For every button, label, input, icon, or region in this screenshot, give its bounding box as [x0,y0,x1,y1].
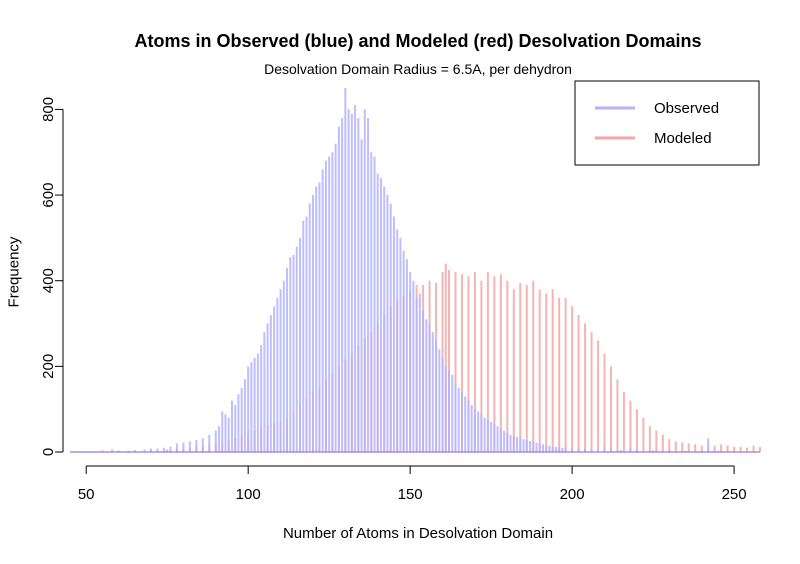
y-tick-label: 0 [40,448,57,456]
y-tick-label: 600 [40,183,57,208]
legend-label: Modeled [654,130,712,147]
modeled-series [101,263,761,452]
x-axis-label: Number of Atoms in Desolvation Domain [282,525,554,542]
axes: 50 100 150 200 250 0 200 400 600 800 [40,97,760,503]
x-tick-label: 150 [398,486,423,503]
y-tick-label: 400 [40,268,57,293]
y-tick-label: 200 [40,354,57,379]
chart-subtitle: Desolvation Domain Radius = 6.5A, per de… [264,61,572,77]
x-tick-label: 100 [236,486,261,503]
legend: Observed Modeled [574,80,760,166]
observed-series [101,88,736,452]
legend-label: Observed [654,100,719,117]
x-tick-label: 200 [560,486,585,503]
chart-title: Atoms in Observed (blue) and Modeled (re… [134,31,702,51]
legend-box [574,80,760,166]
x-tick-label: 50 [78,486,95,503]
x-tick-label: 250 [722,486,747,503]
y-tick-label: 800 [40,97,57,122]
